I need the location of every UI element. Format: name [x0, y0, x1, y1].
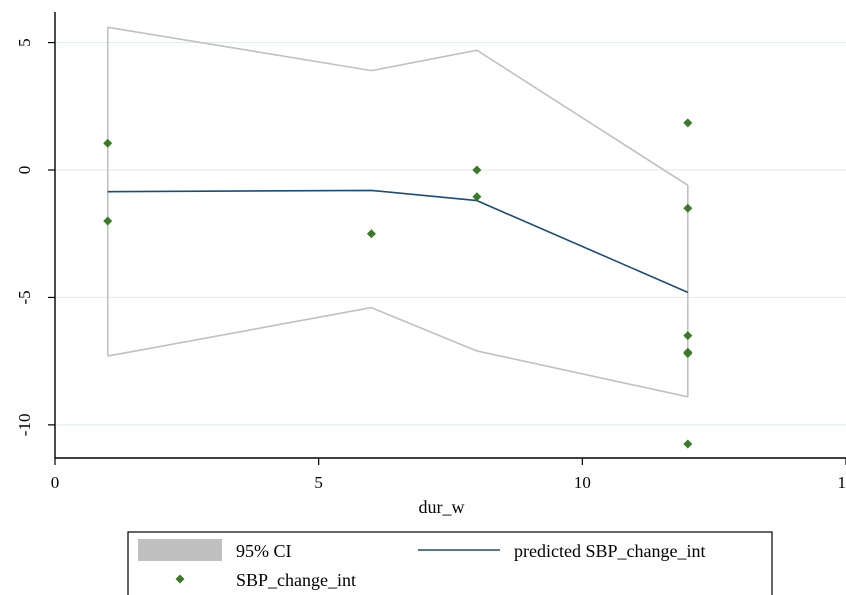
data-point: [683, 331, 693, 341]
legend: 95% CI predicted SBP_change_int SBP_change…: [127, 531, 773, 595]
data-point: [683, 118, 693, 128]
legend-ci-label: 95% CI: [236, 541, 292, 561]
fit-line-layer: [107, 189, 689, 294]
legend-box: [127, 531, 773, 595]
y-tick-label: 0: [15, 166, 34, 175]
legend-fit-label: predicted SBP_change_int: [514, 541, 705, 561]
x-tick-label: 10: [574, 473, 591, 492]
x-tick-label: 15: [838, 473, 846, 492]
data-point: [683, 439, 693, 449]
ci-band: [106, 26, 689, 398]
data-point: [472, 165, 482, 175]
legend-point-label: SBP_change_int: [236, 570, 356, 590]
legend-ci-swatch: [138, 539, 222, 561]
data-point: [366, 229, 376, 239]
ci-lower-line: [107, 306, 688, 398]
y-tick-label: 5: [15, 38, 34, 47]
data-point: [683, 349, 693, 359]
y-tick-label: -10: [15, 414, 34, 437]
ci-upper-line: [107, 26, 689, 186]
fit-line: [107, 189, 689, 294]
axes: 5 0 -5 -10 0 5 10 15 dur_w: [15, 12, 846, 517]
x-tick-label: 5: [314, 473, 323, 492]
legend-point-swatch: [175, 574, 185, 584]
gridlines: [55, 41, 846, 426]
data-point: [103, 138, 113, 148]
x-tick-label: 0: [51, 473, 60, 492]
scatter-points: [103, 118, 693, 449]
data-point: [683, 203, 693, 213]
data-point: [472, 192, 482, 202]
y-tick-label: -5: [15, 290, 34, 304]
x-axis-title: dur_w: [419, 497, 465, 517]
data-point: [103, 216, 113, 226]
